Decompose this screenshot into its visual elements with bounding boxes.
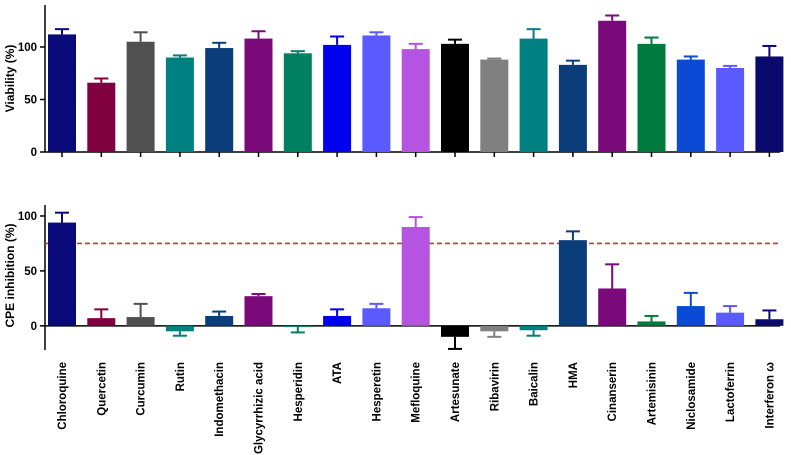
category-label: HMA bbox=[568, 362, 580, 388]
viability-y-tick-label: 50 bbox=[24, 95, 37, 107]
viability-bar-14 bbox=[598, 20, 627, 152]
category-label: Quercetin bbox=[96, 362, 108, 416]
viability-y-tick-label: 0 bbox=[31, 147, 37, 159]
category-label: Interferon ω bbox=[764, 362, 776, 429]
viability-bar-4 bbox=[205, 48, 234, 152]
cpe-y-tick-label: 50 bbox=[24, 266, 37, 278]
viability-bar-0 bbox=[48, 34, 76, 152]
category-label: Ribavirin bbox=[489, 362, 501, 411]
category-label: Glycyrrhizic acid bbox=[254, 362, 266, 454]
cpe-bar-1 bbox=[87, 318, 116, 326]
viability-bar-12 bbox=[519, 38, 548, 152]
cpe-bar-12 bbox=[519, 325, 548, 331]
viability-bar-2 bbox=[126, 41, 155, 152]
category-label: Mefloquine bbox=[411, 362, 423, 423]
viability-bar-18 bbox=[755, 56, 784, 153]
category-label: Baicalin bbox=[529, 362, 541, 406]
cpe-bar-13 bbox=[558, 240, 587, 326]
cpe-bar-4 bbox=[205, 315, 234, 326]
viability-bar-6 bbox=[283, 53, 312, 152]
viability-bar-13 bbox=[558, 64, 587, 152]
cpe-bar-18 bbox=[755, 319, 784, 326]
viability-y-tick-label: 100 bbox=[18, 42, 37, 54]
category-label: Artesunate bbox=[450, 362, 462, 422]
cpe-bar-16 bbox=[676, 306, 705, 326]
category-label: Artemisinin bbox=[647, 362, 659, 425]
category-label: Indomethacin bbox=[214, 362, 226, 437]
viability-bar-15 bbox=[637, 43, 666, 152]
cpe-bar-11 bbox=[480, 325, 509, 332]
viability-bar-7 bbox=[323, 44, 352, 152]
viability-bar-10 bbox=[441, 43, 469, 152]
cpe-y-tick-label: 100 bbox=[18, 211, 37, 223]
category-labels: Chloroquine Quercetin Curcumin Rutin Indomet… bbox=[57, 362, 776, 454]
cpe-bar-8 bbox=[362, 308, 391, 326]
viability-bar-8 bbox=[362, 35, 391, 153]
category-label: Cinanserin bbox=[607, 362, 619, 421]
category-label: Rutin bbox=[175, 362, 187, 391]
cpe-bar-10 bbox=[441, 325, 469, 337]
cpe-bar-7 bbox=[323, 315, 352, 326]
viability-bar-9 bbox=[401, 49, 430, 152]
viability-bar-17 bbox=[716, 68, 745, 152]
cpe-bar-0 bbox=[48, 222, 76, 326]
cpe-bar-17 bbox=[716, 312, 745, 326]
category-label: ATA bbox=[332, 362, 344, 384]
viability-bar-1 bbox=[87, 82, 116, 152]
cpe-bar-3 bbox=[165, 325, 194, 332]
viability-bar-16 bbox=[676, 59, 705, 152]
cpe-bar-14 bbox=[598, 288, 627, 326]
category-label: Lactoferrin bbox=[725, 362, 737, 422]
viability-bar-11 bbox=[480, 59, 509, 152]
category-label: Hesperidin bbox=[293, 362, 305, 421]
cpe-bar-5 bbox=[244, 296, 273, 326]
viability-bar-5 bbox=[244, 38, 273, 152]
cpe-bar-2 bbox=[126, 317, 155, 326]
cpe-bar-9 bbox=[401, 226, 430, 326]
category-label: Chloroquine bbox=[57, 362, 69, 430]
cpe-bar-6 bbox=[283, 325, 312, 327]
cpe-y-axis-title: CPE inhibition (%) bbox=[3, 224, 17, 328]
cpe-bar-15 bbox=[637, 321, 666, 326]
viability-y-axis-title: Viability (%) bbox=[3, 45, 17, 113]
category-label: Hesperetin bbox=[371, 362, 383, 421]
cpe-y-tick-label: 0 bbox=[31, 321, 37, 333]
category-label: Curcumin bbox=[136, 362, 148, 416]
viability-bar-3 bbox=[165, 57, 194, 152]
category-label: Niclosamide bbox=[686, 362, 698, 430]
